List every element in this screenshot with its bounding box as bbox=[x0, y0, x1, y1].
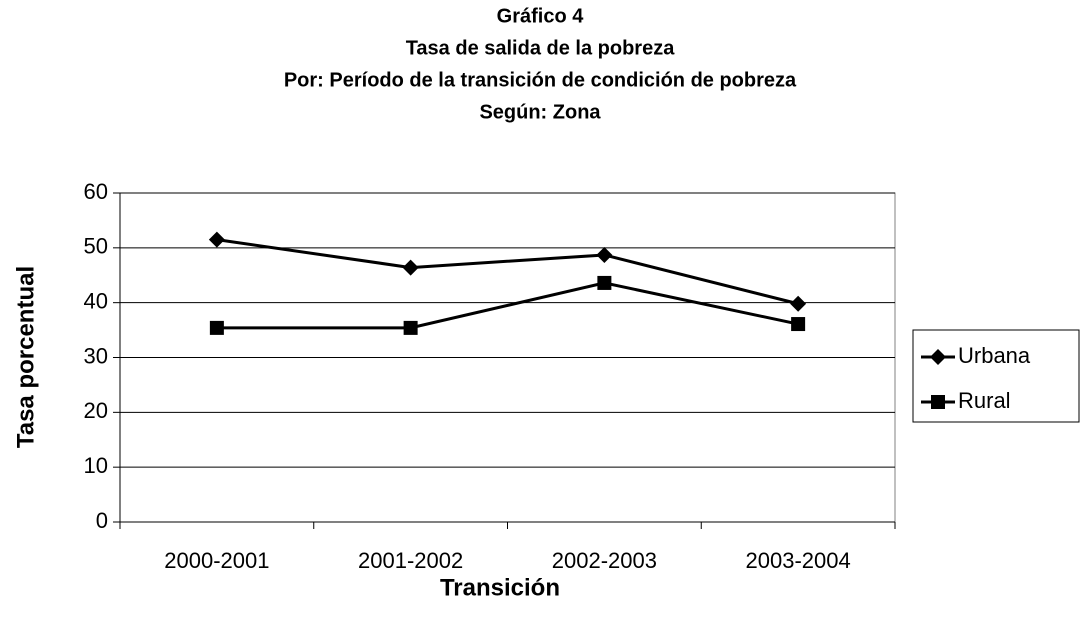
y-axis-label: Tasa porcentual bbox=[12, 266, 39, 448]
chart-subtitle: Por: Período de la transición de condici… bbox=[284, 69, 797, 91]
x-tick-label: 2003-2004 bbox=[746, 548, 851, 573]
x-tick-label: 2000-2001 bbox=[164, 548, 269, 573]
legend-marker bbox=[930, 349, 946, 365]
legend-marker bbox=[931, 395, 945, 409]
data-point bbox=[597, 275, 612, 290]
data-point bbox=[209, 320, 224, 335]
x-axis-label: Transición bbox=[440, 574, 560, 601]
y-tick-label: 10 bbox=[84, 453, 108, 478]
data-point bbox=[790, 295, 807, 312]
chart-title: Gráfico 4 bbox=[497, 5, 585, 27]
data-point bbox=[596, 246, 613, 263]
data-point bbox=[402, 259, 419, 276]
y-tick-label: 0 bbox=[96, 508, 108, 533]
x-tick-label: 2001-2002 bbox=[358, 548, 463, 573]
data-point bbox=[791, 317, 806, 332]
y-tick-label: 50 bbox=[84, 234, 108, 259]
chart-subtitle: Según: Zona bbox=[479, 101, 601, 123]
legend-label: Urbana bbox=[958, 343, 1031, 368]
y-tick-label: 60 bbox=[84, 179, 108, 204]
x-tick-label: 2002-2003 bbox=[552, 548, 657, 573]
y-tick-label: 30 bbox=[84, 343, 108, 368]
data-point bbox=[208, 231, 225, 248]
series-line bbox=[216, 281, 799, 330]
data-point bbox=[403, 320, 418, 335]
y-tick-label: 20 bbox=[84, 398, 108, 423]
legend-label: Rural bbox=[958, 388, 1011, 413]
series-line bbox=[216, 238, 799, 306]
chart-subtitle: Tasa de salida de la pobreza bbox=[406, 37, 676, 59]
y-tick-label: 40 bbox=[84, 288, 108, 313]
